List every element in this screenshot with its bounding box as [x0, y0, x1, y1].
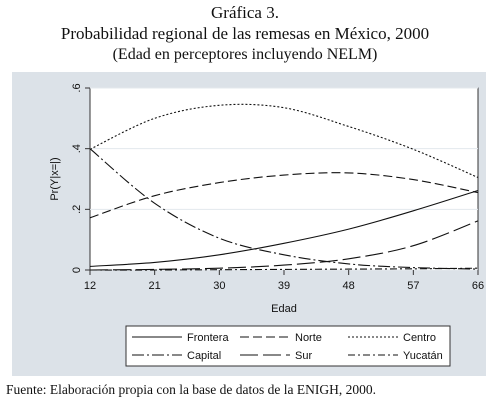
x-tick-label: 30 — [213, 280, 225, 292]
y-tick-label: .2 — [71, 205, 83, 214]
y-axis-title: Pr(Y|x=|) — [49, 157, 61, 200]
legend-box — [125, 325, 451, 367]
legend-label-capital: Capital — [187, 350, 221, 362]
legend-label-frontera: Frontera — [187, 332, 229, 344]
x-tick-label: 39 — [278, 280, 290, 292]
series-line-norte — [89, 172, 479, 219]
figure-label: Gráfica 3. — [211, 3, 279, 22]
series-line-yucatan — [89, 267, 479, 271]
y-tick-label: .6 — [71, 83, 83, 92]
series-line-sur — [89, 220, 479, 271]
y-tick-label: .4 — [71, 144, 83, 153]
figure-subtitle: (Edad en perceptores incluyendo NELM) — [112, 46, 378, 63]
series-line-capital — [89, 148, 479, 270]
x-tick-label: 21 — [149, 280, 161, 292]
chart-panel: 0 .2 .4 .6 12 21 30 39 48 57 66 Edad Pr(Y|x=|) Fronte… — [12, 72, 486, 376]
y-tick-label: 0 — [71, 267, 83, 273]
legend-label-norte: Norte — [295, 332, 322, 344]
x-axis-title: Edad — [271, 303, 297, 315]
source-note: Fuente: Elaboración propia con la base d… — [6, 382, 377, 397]
line-chart: 0 .2 .4 .6 12 21 30 39 48 57 66 Edad Pr(Y|x=|) Fronte… — [49, 83, 484, 367]
plot-area — [89, 87, 479, 271]
series-line-frontera — [89, 189, 479, 267]
x-tick-label: 57 — [407, 280, 419, 292]
x-tick-label: 48 — [343, 280, 355, 292]
legend-label-centro: Centro — [403, 332, 436, 344]
x-tick-label: 12 — [84, 280, 96, 292]
legend-label-yucatan: Yucatán — [403, 350, 443, 362]
legend-label-sur: Sur — [295, 350, 312, 362]
x-tick-label: 66 — [472, 280, 484, 292]
figure-title: Probabilidad regional de las remesas en … — [60, 24, 430, 43]
